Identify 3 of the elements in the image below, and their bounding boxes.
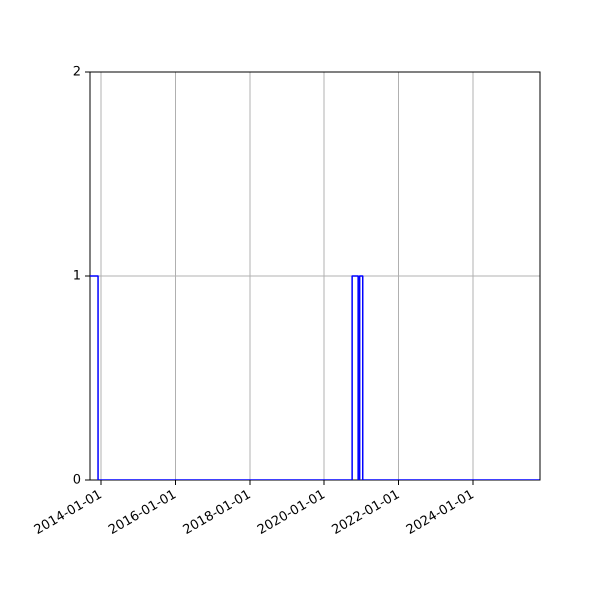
y-tick-label: 1 xyxy=(72,268,81,284)
y-tick-label: 2 xyxy=(72,64,81,80)
y-tick-label: 0 xyxy=(72,472,81,488)
